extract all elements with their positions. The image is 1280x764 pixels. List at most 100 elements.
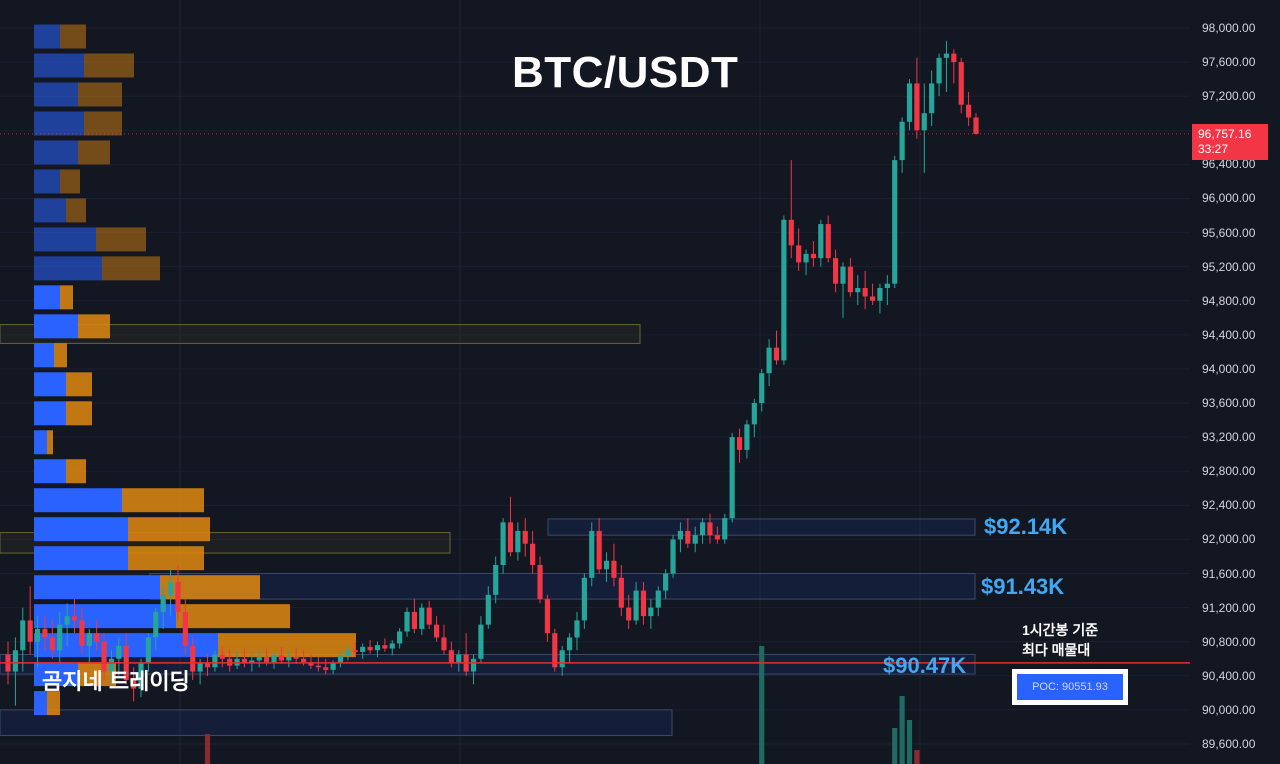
candle-body-104: [773, 347, 780, 361]
candlestick-chart[interactable]: [0, 0, 1190, 764]
candle-body-66: [493, 565, 499, 595]
candle-body-98: [729, 437, 735, 519]
candle-body-91: [677, 530, 684, 540]
candle-body-37: [278, 655, 284, 661]
volume-profile-sell-3: [84, 111, 122, 136]
candle-body-59: [441, 637, 447, 651]
candle-body-40: [300, 658, 307, 663]
volume-profile-sell-8: [102, 256, 160, 281]
candle-body-111: [825, 224, 831, 259]
volume-profile-buy-18: [34, 546, 128, 571]
candle-body-64: [478, 624, 484, 659]
volume-profile-sell-5: [60, 169, 80, 194]
candle-body-113: [840, 266, 846, 284]
price-tick-label: 95,200.00: [1202, 259, 1256, 274]
candle-body-83: [618, 577, 624, 608]
price-tick-label: 91,200.00: [1202, 600, 1256, 615]
level-label-92-14k: $92.14K: [984, 514, 1068, 539]
volume-profile-sell-10: [78, 314, 110, 339]
volume-profile-buy-2: [34, 82, 78, 107]
candle-body-99: [736, 437, 743, 450]
volume-spike-5: [914, 750, 920, 764]
candle-body-76: [567, 637, 573, 651]
candle-body-2: [20, 620, 26, 651]
candle-body-121: [899, 121, 905, 161]
candle-body-95: [707, 522, 713, 536]
volume-profile-sell-7: [96, 227, 146, 252]
candle-body-96: [714, 535, 720, 540]
candle-body-18: [138, 663, 144, 689]
volume-profile-sell-12: [66, 372, 92, 397]
volume-profile-buy-0: [34, 24, 60, 49]
chart-area[interactable]: [0, 0, 1190, 764]
level-label-90-47k: $90.47K: [883, 653, 967, 678]
candle-body-50: [374, 645, 381, 651]
candle-body-46: [345, 650, 351, 656]
value-area-box-3: [149, 573, 976, 600]
price-axis[interactable]: 98,000.0097,600.0097,200.0096,800.0096,4…: [1190, 0, 1280, 764]
candle-body-103: [766, 347, 772, 374]
volume-profile-sell-6: [66, 198, 86, 223]
candle-body-15: [116, 645, 122, 659]
price-tick-label: 98,000.00: [1202, 21, 1256, 35]
candle-body-5: [42, 628, 48, 638]
candle-body-120: [892, 160, 898, 284]
value-area-box-2: [547, 518, 976, 536]
price-tick-label: 92,000.00: [1202, 532, 1256, 547]
candle-body-42: [315, 665, 321, 668]
volume-profile-sell-14: [47, 430, 53, 455]
poc-note-line2: 최다 매물대: [1022, 642, 1091, 658]
candle-body-28: [212, 654, 218, 668]
candle-body-119: [884, 283, 890, 288]
candle-body-115: [855, 287, 861, 293]
candle-countdown: 33:27: [1198, 142, 1229, 156]
candle-body-131: [973, 117, 979, 134]
price-tick-label: 92,400.00: [1202, 498, 1256, 513]
candle-body-78: [581, 577, 587, 621]
candle-body-118: [877, 287, 883, 301]
candle-body-77: [574, 620, 580, 638]
candle-body-49: [367, 646, 373, 651]
candle-body-34: [256, 657, 262, 661]
candle-body-68: [507, 522, 514, 553]
candle-body-88: [655, 590, 661, 608]
candle-body-45: [337, 655, 344, 664]
candle-body-106: [788, 219, 794, 246]
volume-profile-sell-11: [54, 343, 67, 368]
volume-profile-buy-4: [34, 140, 78, 165]
candle-body-47: [352, 650, 358, 652]
candle-body-100: [744, 424, 750, 450]
volume-profile-buy-15: [34, 459, 66, 484]
candle-body-4: [34, 628, 41, 642]
candle-body-81: [603, 560, 610, 570]
candle-body-87: [648, 607, 654, 617]
candle-body-8: [64, 616, 70, 625]
candle-body-44: [330, 663, 336, 670]
price-tick-label: 89,600.00: [1202, 737, 1256, 751]
poc-note-line1: 1시간봉 기준: [1022, 622, 1099, 638]
candle-body-105: [781, 219, 787, 361]
candle-body-80: [596, 530, 602, 570]
candle-body-6: [49, 637, 55, 651]
candle-body-41: [308, 662, 314, 666]
candle-body-97: [722, 518, 728, 540]
volume-spike-0: [204, 734, 211, 764]
volume-profile-sell-4: [78, 140, 110, 165]
price-tick-label: 94,400.00: [1202, 327, 1256, 342]
volume-profile-sell-18: [128, 546, 204, 571]
price-tick-label: 94,000.00: [1202, 361, 1256, 376]
price-tick-label: 96,400.00: [1202, 157, 1256, 172]
candle-body-43: [323, 667, 329, 670]
poc-label-box: POC: 90551.93: [1012, 669, 1128, 705]
candle-body-86: [640, 590, 647, 617]
chart-title: BTC/USDT: [512, 48, 739, 97]
price-tick-label: 90,000.00: [1202, 702, 1256, 717]
volume-profile-buy-9: [34, 285, 60, 310]
candle-body-26: [197, 663, 203, 672]
candle-body-65: [485, 594, 491, 625]
price-tick-label: 91,600.00: [1202, 566, 1256, 581]
level-label-91-43k: $91.43K: [981, 574, 1065, 599]
candle-body-123: [914, 83, 920, 131]
poc-note: 1시간봉 기준 최다 매물대: [1022, 620, 1098, 660]
candle-body-73: [544, 599, 551, 634]
